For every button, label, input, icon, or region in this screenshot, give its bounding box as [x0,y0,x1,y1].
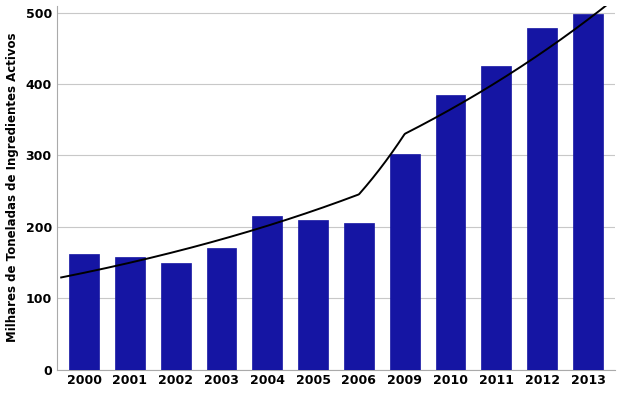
Bar [436,95,465,369]
Bar [527,28,557,369]
Bar [344,222,374,369]
Bar [573,14,603,369]
Bar [252,216,282,369]
Bar [69,254,99,369]
Bar [115,257,145,369]
Bar [298,220,328,369]
Bar [161,263,191,369]
Bar [390,154,420,369]
Y-axis label: Milhares de Toneladas de Ingredientes Activos: Milhares de Toneladas de Ingredientes Ac… [6,33,19,342]
Bar [481,66,511,369]
Bar [207,248,237,369]
